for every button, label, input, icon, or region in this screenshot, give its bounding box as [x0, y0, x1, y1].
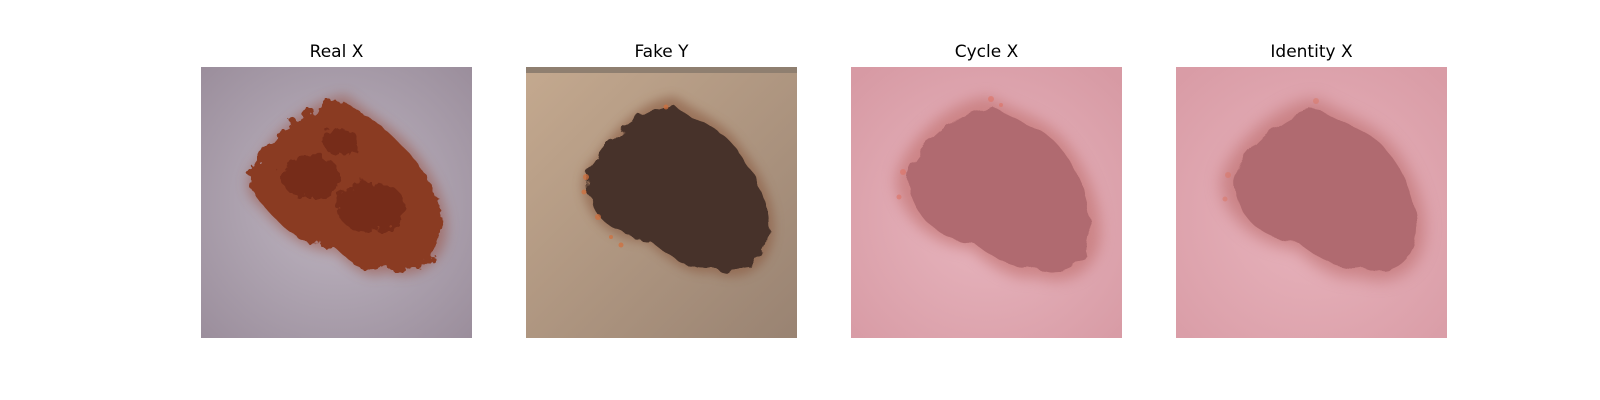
- panel-cycle-x: Cycle X: [851, 42, 1122, 338]
- panel-real-x: Real X: [201, 42, 472, 338]
- panel-fake-y: Fake Y: [526, 42, 797, 338]
- skin-lesion-image: [526, 67, 797, 338]
- panel-title: Cycle X: [954, 42, 1019, 62]
- panel-title: Fake Y: [634, 42, 689, 62]
- panel-title: Identity X: [1270, 42, 1353, 62]
- panel-identity-x: Identity X: [1176, 42, 1447, 338]
- skin-lesion-image: [1176, 67, 1447, 338]
- skin-lesion-image: [201, 67, 472, 338]
- panel-title: Real X: [309, 42, 364, 62]
- skin-lesion-image: [851, 67, 1122, 338]
